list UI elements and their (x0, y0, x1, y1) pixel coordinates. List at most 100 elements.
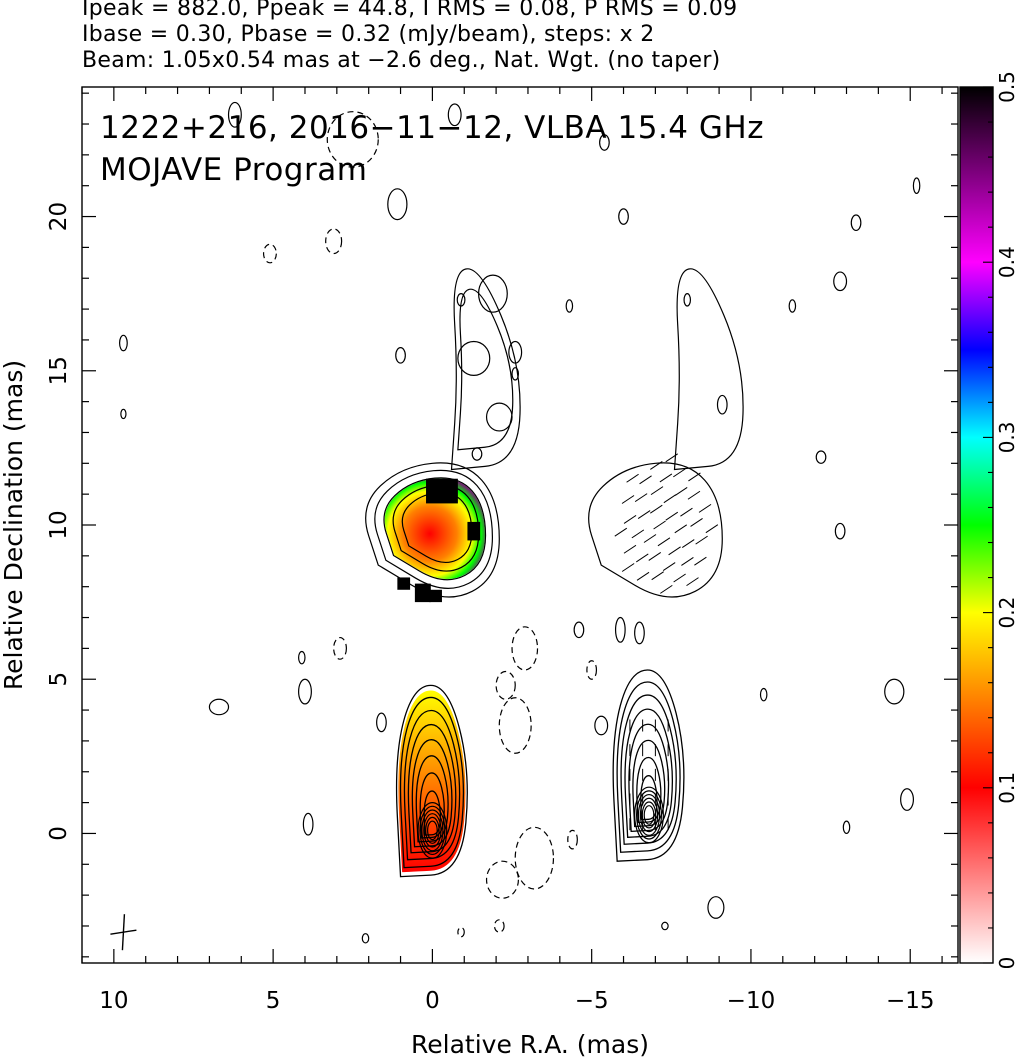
evpa-tick (626, 473, 639, 483)
noise-contour (884, 678, 905, 705)
lobe-contour (392, 484, 480, 572)
lobe-polarization-color (384, 478, 485, 579)
lobe-contour (401, 492, 473, 564)
negative-noise-contour (514, 826, 555, 890)
noise-contour (471, 447, 483, 461)
plume-knot-contour (477, 274, 508, 313)
evpa-tick (650, 486, 664, 496)
source-title: 1222+216, 2016−11−12, VLBA 15.4 GHz (100, 110, 764, 146)
evpa-tick (681, 557, 694, 566)
core-contour (399, 696, 465, 869)
core-inner-contour (419, 805, 446, 856)
evpa-tick (674, 524, 688, 534)
noise-contour (661, 921, 669, 931)
core-contour (415, 755, 449, 843)
core-contour (407, 723, 457, 854)
evpa-tick (686, 577, 699, 587)
evpa-tick (636, 571, 650, 581)
evpa-tick (631, 529, 645, 539)
x-tick-label: −5 (575, 988, 609, 1014)
evpa-tick (639, 475, 652, 485)
evpa-tick (621, 495, 635, 504)
core-contour (632, 739, 666, 828)
noise-contour (565, 299, 574, 313)
evpa-tick (680, 507, 693, 517)
evpa-tick (657, 537, 671, 547)
core-contour (395, 684, 468, 878)
evpa-tick (623, 544, 637, 554)
noise-contour (788, 299, 797, 313)
evpa-tick (698, 503, 712, 513)
evpa-tick (614, 527, 628, 537)
high-polarization-pixel (467, 521, 481, 541)
colorbar-tick-label: 0.4 (995, 246, 1019, 278)
noise-contour (376, 712, 387, 733)
core-inner-contour (635, 790, 663, 840)
core-contour (616, 681, 681, 853)
high-polarization-pixel (414, 583, 431, 603)
noise-contour (594, 715, 609, 736)
core-contour (636, 756, 662, 824)
noise-contour (302, 812, 314, 836)
noise-contour (120, 408, 127, 420)
negative-noise-contour (485, 860, 520, 899)
plume-knot-contour (485, 402, 513, 432)
noise-contour (834, 522, 846, 540)
core-contour (419, 772, 445, 839)
evpa-tick (648, 552, 662, 561)
negative-noise-contour (457, 926, 465, 938)
negative-noise-contour (567, 829, 578, 850)
y-axis-label: Relative Declination (mas) (0, 360, 28, 690)
evpa-tick (688, 472, 701, 482)
evpa-tick (653, 520, 666, 530)
evpa-tick (673, 468, 686, 478)
evpa-tick (690, 518, 703, 527)
program-label: MOJAVE Program (100, 152, 368, 188)
noise-contour (618, 208, 629, 225)
negative-noise-contour (325, 228, 343, 255)
noise-contour (508, 340, 523, 364)
core-polarization-color (398, 690, 466, 873)
noise-contour (456, 293, 466, 307)
x-tick-label: −15 (886, 988, 935, 1014)
x-tick-label: 0 (425, 988, 440, 1014)
plume-contour (457, 288, 514, 451)
noise-contour (395, 347, 406, 364)
core-inner-contour (425, 816, 440, 844)
noise-contour (912, 177, 921, 195)
noise-contour (361, 933, 370, 944)
colorbar-tick-label: 0.3 (995, 421, 1019, 453)
negative-noise-contour (333, 636, 347, 660)
high-polarization-pixel (426, 478, 458, 504)
evpa-tick (659, 473, 673, 483)
noise-contour (298, 650, 306, 665)
negative-noise-contour (495, 670, 516, 700)
core-inner-contour (423, 813, 442, 848)
colorbar-tick-label: 0.5 (995, 71, 1019, 103)
core-contour (423, 790, 442, 836)
evpa-tick (681, 539, 695, 548)
negative-noise-contour (498, 697, 532, 754)
plot-area (110, 101, 921, 951)
evpa-tick (650, 504, 663, 514)
negative-noise-contour (326, 111, 379, 168)
high-polarization-pixel (397, 577, 411, 590)
noise-contour (759, 687, 768, 702)
evpa-tick (651, 571, 664, 581)
noise-contour (850, 214, 862, 232)
evpa-tick (643, 534, 657, 543)
colorbar-tick-label: 0.2 (995, 597, 1019, 629)
high-polarization-pixel (429, 589, 442, 603)
y-tick-label: 15 (46, 356, 72, 385)
evpa-tick (695, 535, 708, 545)
y-tick-label: 10 (46, 510, 72, 539)
core-contour (612, 669, 685, 862)
plume-contour (673, 268, 744, 471)
evpa-tick (694, 556, 707, 566)
core-inner-contour (643, 805, 655, 825)
noise-contour (511, 367, 520, 381)
noise-contour (815, 450, 827, 464)
lobe-contour (383, 477, 487, 581)
evpa-tick (623, 514, 637, 524)
